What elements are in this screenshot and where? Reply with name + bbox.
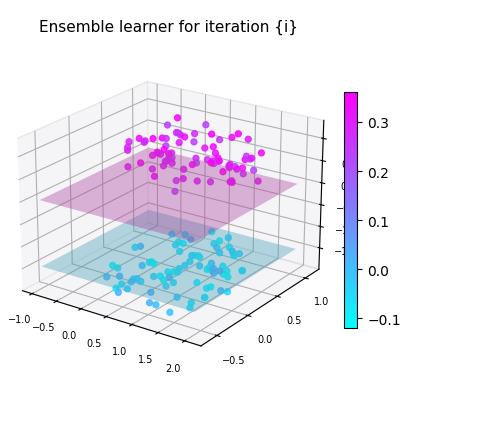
Title: Ensemble learner for iteration {i}: Ensemble learner for iteration {i}: [39, 20, 297, 35]
